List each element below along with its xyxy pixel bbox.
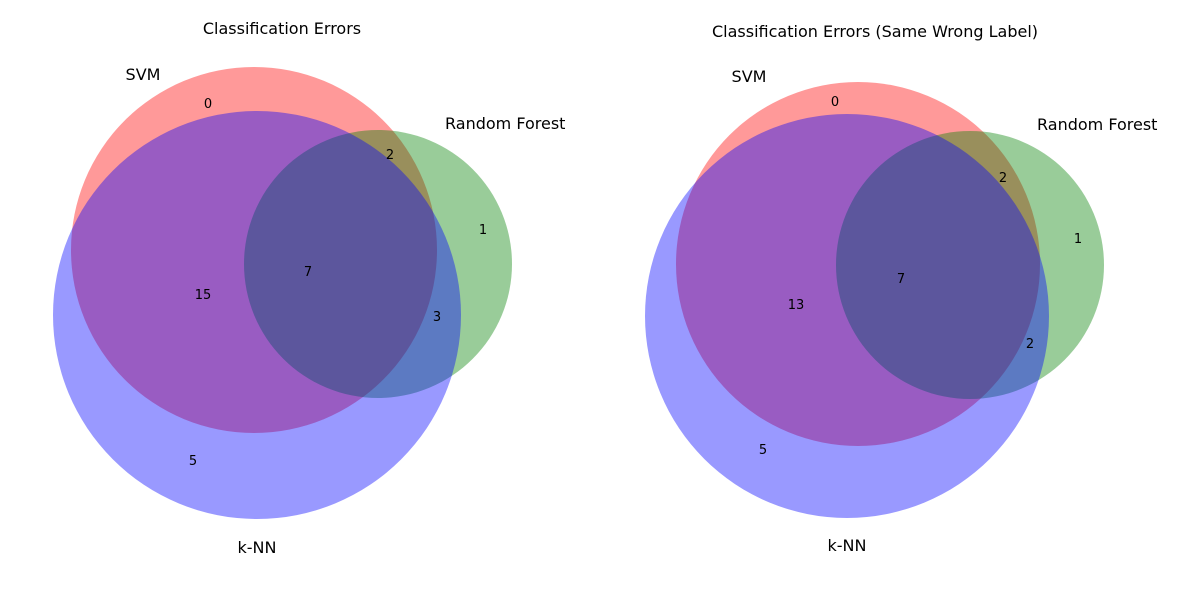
region-label-random-forest-and-k-nn: 3 [433,310,441,325]
chart-title: Classification Errors (Same Wrong Label) [712,22,1038,41]
region-label-svm-and-random-forest-and-k-nn: 7 [304,265,312,280]
region-label-svm-and-k-nn: 15 [195,288,212,303]
region-label-random-forest: 1 [1074,232,1082,247]
region-label-svm: 0 [831,95,839,110]
circle-svm [71,67,437,433]
region-label-k-nn: 5 [189,454,197,469]
set-label-svm: SVM [126,65,161,84]
region-label-k-nn: 5 [759,443,767,458]
circle-k-nn [53,111,461,519]
set-label-svm: SVM [732,67,767,86]
set-label-random-forest: Random Forest [445,114,565,133]
set-label-k-nn: k-NN [238,538,277,557]
region-label-svm: 0 [204,97,212,112]
region-label-svm-and-k-nn: 13 [788,298,805,313]
venn-panel-same-wrong-label: Classification Errors (Same Wrong Label)… [645,22,1157,555]
circle-random-forest [836,131,1104,399]
venn-panel-classification-errors: Classification Errors SVM Random Forest k-N… [53,19,565,557]
set-label-k-nn: k-NN [828,536,867,555]
chart-title: Classification Errors [203,19,361,38]
set-label-random-forest: Random Forest [1037,115,1157,134]
region-label-svm-and-random-forest: 2 [999,171,1007,186]
circle-k-nn [645,114,1049,518]
region-label-svm-and-random-forest-and-k-nn: 7 [897,272,905,287]
circle-svm [676,82,1040,446]
region-label-random-forest-and-k-nn: 2 [1026,337,1034,352]
circle-random-forest [244,130,512,398]
region-label-random-forest: 1 [479,223,487,238]
region-label-svm-and-random-forest: 2 [386,148,394,163]
